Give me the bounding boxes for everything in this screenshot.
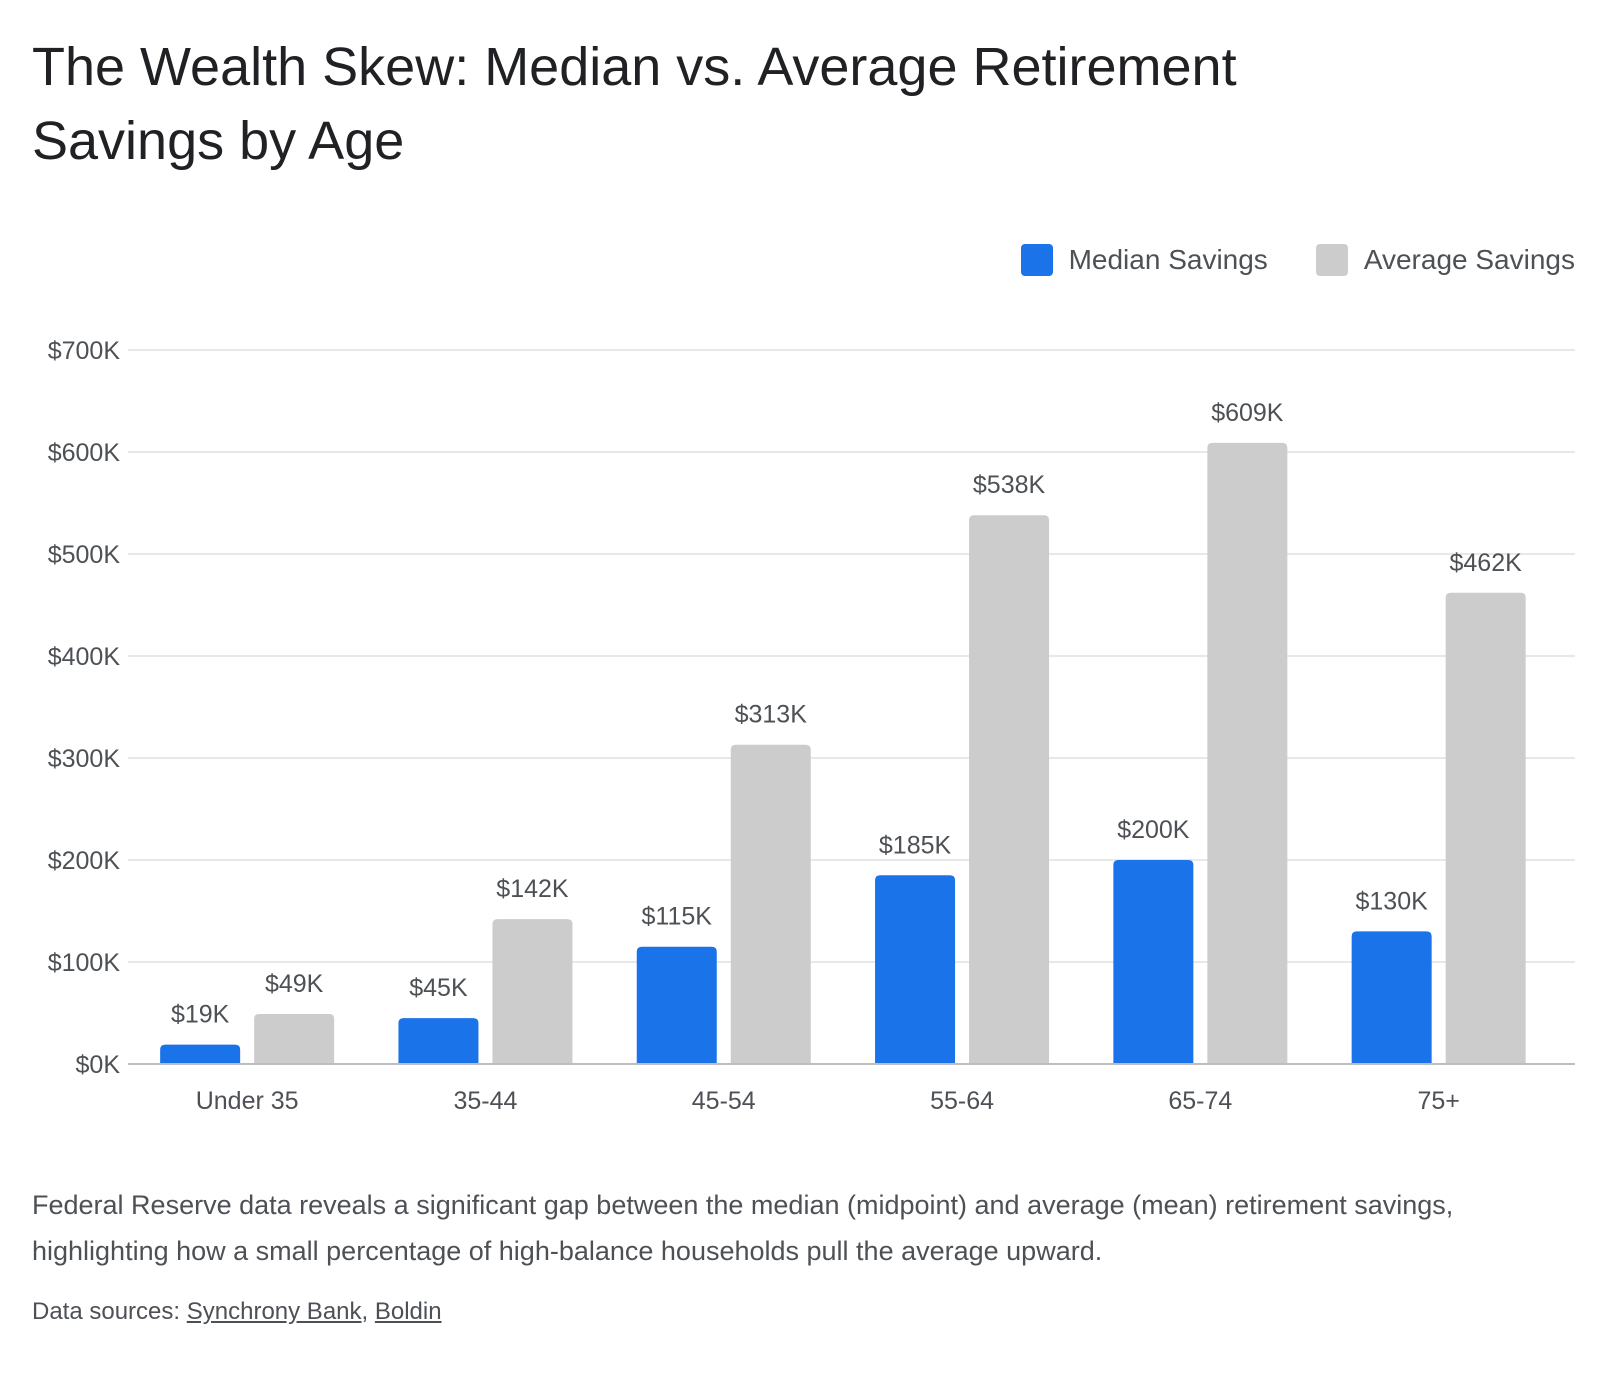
source-link-boldin[interactable]: Boldin — [374, 1298, 442, 1325]
chart-title: The Wealth Skew: Median vs. Average Reti… — [32, 37, 1237, 171]
y-tick-label: $500K — [48, 541, 121, 569]
chart-description: Federal Reserve data reveals a significa… — [32, 1190, 1454, 1266]
bar-average — [492, 919, 573, 1064]
y-tick-label: $200K — [48, 847, 121, 875]
bar-average — [969, 515, 1050, 1064]
y-tick-label: $600K — [48, 439, 121, 467]
sources-separator: , — [361, 1298, 369, 1325]
data-label: $538K — [973, 471, 1046, 499]
data-sources: Data sources: Synchrony Bank, Boldin — [32, 1298, 442, 1326]
source-link-synchrony-bank[interactable]: Synchrony Bank — [186, 1298, 362, 1325]
legend-label-average: Average Savings — [1363, 244, 1575, 275]
data-label: $609K — [1211, 399, 1284, 427]
chart-area: $0K $100K $200K $300K $400K $500K $600K $700K $1… — [0, 300, 1600, 1140]
x-tick-label: 65-74 — [1168, 1087, 1232, 1115]
legend-item-median[interactable]: Median Savings — [1020, 244, 1268, 276]
data-label: $115K — [642, 903, 713, 931]
bar-median — [160, 1044, 241, 1064]
y-tick-label: $0K — [76, 1051, 121, 1079]
bar-median — [398, 1018, 479, 1064]
x-tick-label: 35-44 — [453, 1087, 517, 1115]
data-label: $313K — [735, 701, 808, 729]
x-tick-label: 55-64 — [930, 1087, 994, 1115]
bar-average — [1445, 592, 1526, 1064]
x-tick-label: 45-54 — [692, 1087, 756, 1115]
sources-prefix: Data sources: — [32, 1298, 181, 1325]
y-tick-label: $100K — [48, 949, 121, 977]
legend-swatch-average — [1315, 244, 1348, 276]
bar-average — [1207, 442, 1288, 1064]
data-label: $49K — [265, 970, 324, 998]
data-label: $200K — [1117, 816, 1190, 844]
bar-average — [730, 744, 811, 1064]
bar-average — [254, 1014, 335, 1064]
y-tick-label: $400K — [48, 643, 121, 671]
x-tick-label: 75+ — [1417, 1087, 1459, 1115]
data-label: $45K — [409, 974, 468, 1002]
legend-item-average[interactable]: Average Savings — [1315, 244, 1575, 276]
chart-legend: Median Savings Average Savings — [1020, 244, 1575, 276]
legend-swatch-median — [1020, 244, 1053, 276]
data-label: $130K — [1356, 887, 1429, 915]
bar-median — [1351, 931, 1432, 1064]
bar-median — [1113, 860, 1194, 1064]
y-tick-label: $300K — [48, 745, 121, 773]
x-tick-label: Under 35 — [196, 1087, 299, 1115]
legend-label-median: Median Savings — [1068, 244, 1268, 275]
data-label: $185K — [879, 831, 952, 859]
data-label: $142K — [496, 875, 569, 903]
bar-median — [875, 875, 956, 1064]
data-label: $462K — [1450, 549, 1523, 577]
bar-chart-svg: $0K $100K $200K $300K $400K $500K $600K $700K $1… — [48, 337, 1575, 1115]
data-label: $19K — [171, 1001, 230, 1029]
bar-median — [636, 946, 717, 1064]
y-tick-label: $700K — [48, 337, 121, 365]
